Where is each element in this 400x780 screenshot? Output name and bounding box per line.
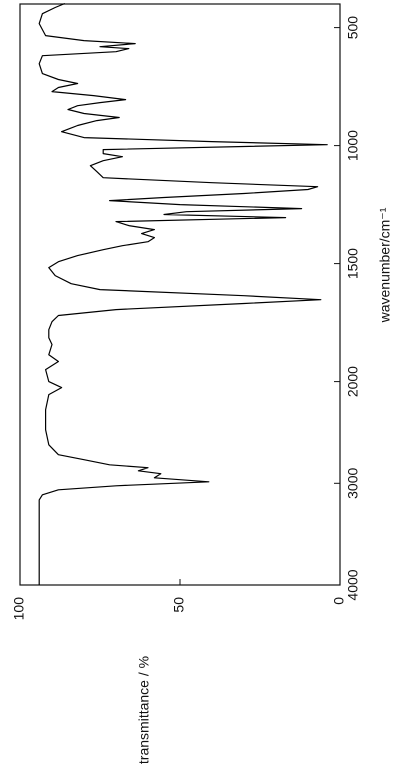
x-tick-label: 4000 <box>345 569 361 600</box>
x-tick-label: 2000 <box>345 366 361 397</box>
y-tick-label: 50 <box>171 597 187 613</box>
y-axis-title: transmittance / % <box>136 656 152 764</box>
spectrum-line <box>38 2 328 585</box>
x-tick-label: 500 <box>345 16 361 40</box>
x-tick-label: 3000 <box>345 468 361 499</box>
y-tick-label: 0 <box>331 597 347 605</box>
x-tick-label: 1500 <box>345 248 361 279</box>
x-tick-label: 1000 <box>345 130 361 161</box>
plot-frame <box>19 3 341 586</box>
y-tick-label: 100 <box>11 597 27 621</box>
x-axis-title: wavenumber/cm⁻¹ <box>377 207 393 323</box>
